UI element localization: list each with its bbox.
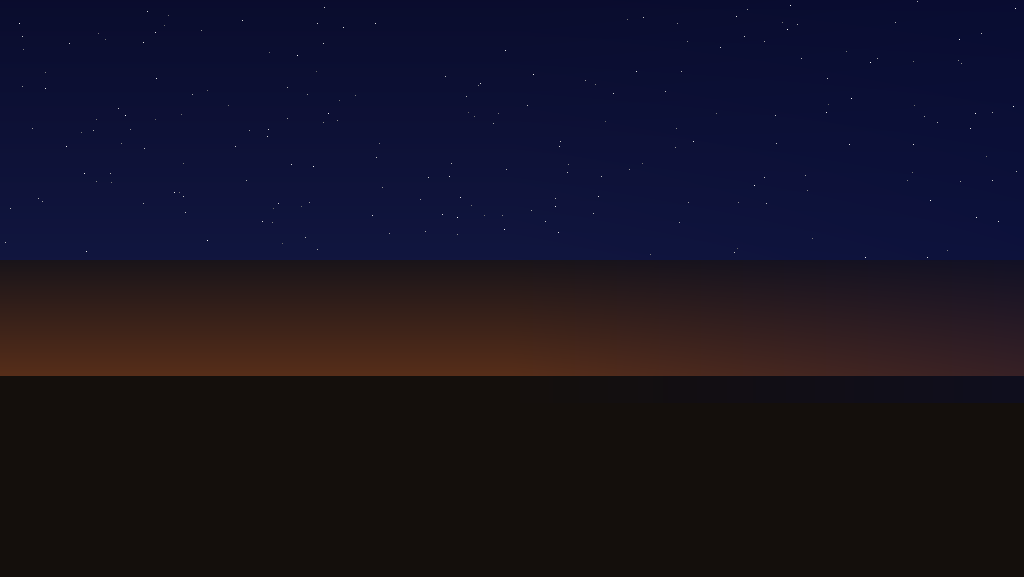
- Bar: [114, 194, 216, 443]
- Text: 15%: 15%: [885, 282, 935, 302]
- Text: 37%: 37%: [513, 79, 562, 99]
- Bar: [673, 443, 775, 452]
- Bar: [300, 249, 402, 443]
- Title: Revenue Growth (%): Revenue Growth (%): [360, 9, 715, 38]
- Text: -1%: -1%: [701, 455, 745, 475]
- Bar: [486, 102, 589, 443]
- Bar: [859, 305, 962, 443]
- Text: 27%: 27%: [140, 171, 190, 191]
- Legend: Y18-Y19, Y19-Y20, Y20-Y21, Y21-Y22, Y22-Y23: Y18-Y19, Y19-Y20, Y20-Y21, Y21-Y22, Y22-…: [198, 533, 878, 577]
- Text: 21%: 21%: [327, 227, 377, 246]
